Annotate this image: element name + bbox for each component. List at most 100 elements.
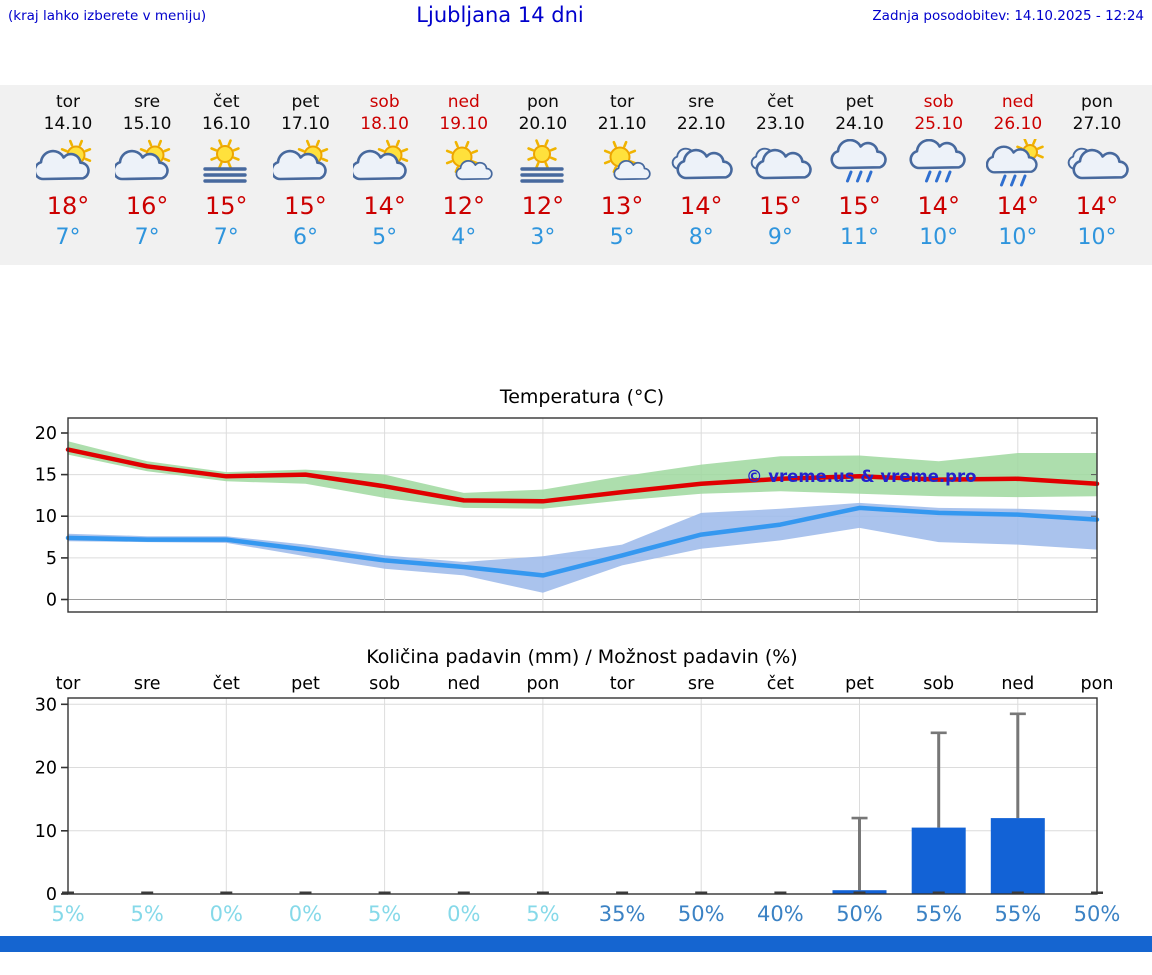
- sun-cloud-icon: [115, 139, 179, 187]
- precip-day-label: pon: [526, 674, 559, 694]
- max-temp-band: [68, 441, 1097, 509]
- precip-probability: 5%: [367, 902, 402, 926]
- max-temp-line: [65, 447, 1100, 504]
- day-date: 21.10: [597, 114, 647, 134]
- precip-zero-mark: [932, 891, 945, 894]
- precip-day-label: pon: [1081, 674, 1114, 694]
- day-date: 23.10: [756, 114, 805, 134]
- day-low-temp: 10°: [919, 225, 959, 250]
- precip-probability: 50%: [836, 902, 883, 926]
- precip-zero-mark: [220, 891, 233, 894]
- day-name: pet: [845, 92, 874, 112]
- forecast-day-25.10: sob 25.10 14° 10°: [899, 85, 979, 265]
- forecast-day-18.10: sob 18.10 14° 5°: [345, 85, 425, 265]
- day-name: čet: [213, 92, 240, 112]
- day-low-temp: 3°: [530, 225, 556, 250]
- precip-day-label: sob: [369, 674, 400, 694]
- day-low-temp: 5°: [372, 225, 398, 250]
- precip-zero-mark: [457, 891, 470, 894]
- day-date: 20.10: [518, 114, 568, 134]
- svg-text:0: 0: [46, 591, 57, 611]
- day-high-temp: 12°: [521, 192, 565, 220]
- precip-zero-mark: [536, 891, 549, 894]
- forecast-day-23.10: čet 23.10 15° 9°: [740, 85, 820, 265]
- svg-text:5: 5: [46, 549, 57, 569]
- day-date: 15.10: [122, 114, 172, 134]
- temperature-chart-title: Temperatura (°C): [499, 386, 665, 408]
- day-high-temp: 16°: [125, 192, 169, 220]
- precip-probability: 0%: [288, 902, 323, 926]
- day-date: 18.10: [360, 114, 409, 134]
- day-low-temp: 8°: [688, 225, 714, 250]
- day-name: tor: [610, 92, 635, 112]
- day-date: 26.10: [993, 114, 1043, 134]
- precip-probability: 5%: [526, 902, 560, 926]
- day-date: 24.10: [835, 114, 884, 134]
- forecast-strip: tor 14.10 18° 7° sre 15.10 16° 7° čet 16.10 15° 7° p…: [0, 85, 1152, 265]
- day-high-temp: 14°: [996, 192, 1040, 220]
- day-high-temp: 15°: [284, 192, 327, 220]
- day-name: pon: [526, 92, 559, 112]
- day-date: 27.10: [1072, 114, 1122, 134]
- forecast-day-20.10: pon 20.10 12° 3°: [503, 85, 583, 265]
- day-date: 22.10: [676, 114, 726, 134]
- cloud-icon: [748, 139, 813, 187]
- day-date: 25.10: [914, 114, 964, 134]
- svg-text:20: 20: [35, 424, 57, 444]
- precip-day-label: čet: [767, 674, 794, 694]
- day-high-temp: 15°: [205, 192, 248, 220]
- precip-probability: 5%: [130, 902, 164, 926]
- day-high-temp: 18°: [46, 192, 90, 220]
- forecast-day-17.10: pet 17.10 15° 6°: [265, 85, 345, 265]
- precip-day-label: pet: [291, 674, 320, 694]
- precip-zero-mark: [378, 891, 391, 894]
- precip-probability: 50%: [1073, 902, 1121, 926]
- forecast-day-19.10: ned 19.10 12° 4°: [424, 85, 504, 265]
- day-low-temp: 10°: [1077, 225, 1117, 250]
- precip-day-label: tor: [56, 674, 82, 694]
- day-high-temp: 14°: [363, 192, 406, 220]
- day-date: 16.10: [201, 114, 251, 134]
- day-name: sre: [688, 92, 715, 112]
- precip-probability: 40%: [757, 902, 804, 926]
- min-temp-line: [65, 505, 1100, 578]
- day-low-temp: 5°: [609, 225, 635, 250]
- precip-probability: 0%: [447, 902, 481, 926]
- precipitation-chart: 0 10 20 30 tor sre čet pet sob ned pon tor sre čet pet…: [0, 672, 1152, 900]
- day-date: 14.10: [43, 114, 93, 134]
- precip-probability: 35%: [598, 902, 646, 926]
- page-title: Ljubljana 14 dni: [416, 3, 584, 27]
- day-name: sob: [369, 92, 400, 112]
- precip-probability: 0%: [209, 902, 243, 926]
- forecast-day-14.10: tor 14.10 18° 7°: [28, 85, 108, 265]
- svg-text:30: 30: [35, 695, 57, 715]
- day-date: 19.10: [439, 114, 489, 134]
- precip-probability-row: 5% 5% 0% 0% 5% 0% 5% 35% 50% 40% 50% 55% 55% 50%: [0, 902, 1152, 932]
- precip-day-label: tor: [610, 674, 636, 694]
- menu-note-link[interactable]: (kraj lahko izberete v meniju): [8, 8, 207, 24]
- precip-zero-mark: [616, 891, 629, 894]
- last-update-text: Zadnja posodobitev: 14.10.2025 - 12:24: [872, 8, 1144, 24]
- day-high-temp: 14°: [679, 192, 723, 220]
- day-name: čet: [767, 92, 794, 112]
- precip-zero-mark: [141, 891, 154, 894]
- svg-text:15: 15: [35, 466, 57, 486]
- svg-text:10: 10: [35, 822, 57, 842]
- day-high-temp: 14°: [1075, 192, 1119, 220]
- forecast-day-27.10: pon 27.10 14° 10°: [1057, 85, 1137, 265]
- watermark-link[interactable]: © vreme.us & vreme.pro: [746, 467, 976, 486]
- fog-sun-icon: [511, 139, 575, 187]
- precip-probability: 50%: [677, 902, 725, 926]
- day-high-temp: 15°: [759, 192, 802, 220]
- precip-bar: [911, 827, 966, 894]
- precip-day-label: ned: [447, 674, 480, 694]
- forecast-day-24.10: pet 24.10 15° 11°: [820, 85, 900, 265]
- day-high-temp: 12°: [442, 192, 486, 220]
- svg-text:10: 10: [35, 507, 57, 527]
- temperature-chart: © vreme.us & vreme.pro 0 5 10 15 20: [0, 412, 1152, 630]
- sun-small-cloud-icon: [590, 139, 654, 187]
- day-name: ned: [1001, 92, 1034, 112]
- day-date: 17.10: [281, 114, 330, 134]
- precip-day-label: sre: [134, 674, 161, 694]
- precip-day-label: pet: [845, 674, 874, 694]
